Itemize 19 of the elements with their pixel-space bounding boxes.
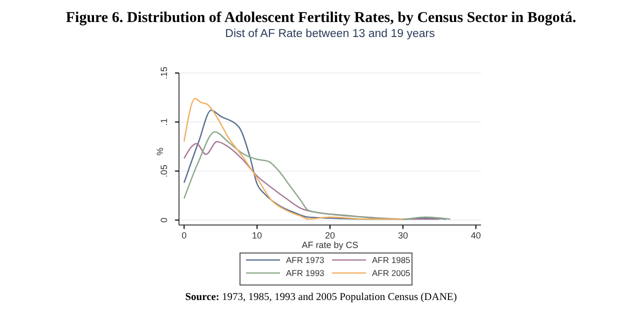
source-note: Source: 1973, 1985, 1993 and 2005 Population Census (DANE) [185,292,458,303]
x-tick-label: 40 [470,230,481,240]
line-series [183,98,404,220]
x-tick-label: 10 [252,230,262,240]
y-tick-label: .05 [159,164,169,178]
y-axis-title: % [155,147,165,156]
chart-title: Figure 6. Distribution of Adolescent Fertility Rates, by Census Sector in Bogotá. [66,10,576,26]
y-tick-label: 0 [159,218,169,223]
legend-label: AFR 2005 [372,268,411,278]
legend-label: AFR 1973 [286,255,325,265]
x-tick-label: 0 [182,230,187,240]
y-tick-label: .15 [159,66,169,80]
legend-label: AFR 1993 [286,268,325,278]
x-tick-label: 20 [324,230,336,240]
y-tick-label: .1 [159,118,169,126]
chart-subtitle: Dist of AF Rate between 13 and 19 years [225,28,436,40]
legend-label: AFR 1985 [372,255,411,265]
x-tick-label: 30 [398,230,408,240]
x-axis-title: AF rate by CS [302,240,358,250]
